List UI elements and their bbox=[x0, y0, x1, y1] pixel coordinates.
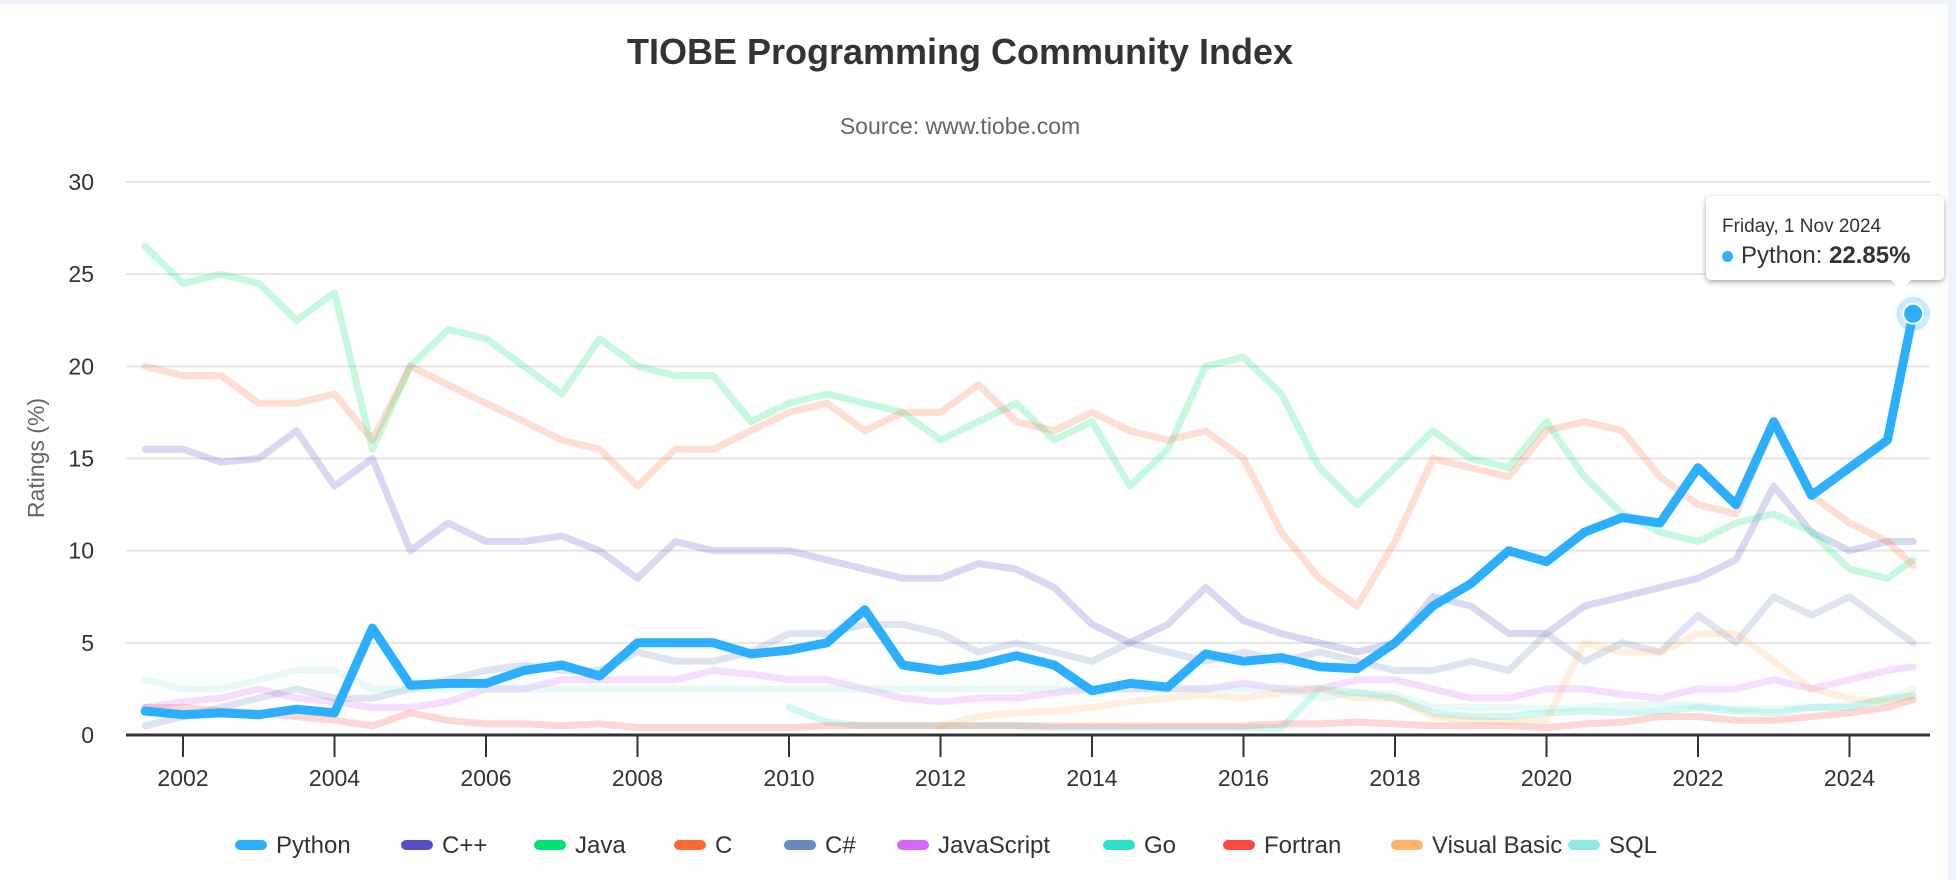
y-tick-label: 25 bbox=[68, 261, 94, 287]
legend-item-sql[interactable]: SQL bbox=[1609, 832, 1657, 859]
x-tick-label: 2006 bbox=[460, 765, 511, 791]
grid bbox=[126, 181, 1930, 644]
legend-item-java[interactable]: Java bbox=[575, 832, 626, 859]
chart-title: TIOBE Programming Community Index bbox=[627, 31, 1293, 72]
series-foreground bbox=[140, 309, 1918, 720]
x-tick-label: 2020 bbox=[1521, 765, 1572, 791]
series-line-go bbox=[785, 685, 1917, 732]
legend-item-c-[interactable]: C# bbox=[825, 832, 856, 859]
y-tick-label: 5 bbox=[81, 630, 94, 656]
tooltip: Friday, 1 Nov 2024 Python: 22.85% bbox=[1706, 196, 1944, 290]
tooltip-date: Friday, 1 Nov 2024 bbox=[1722, 216, 1882, 237]
top-border bbox=[0, 0, 1956, 4]
legend: Python C++ Java C C# JavaScript Go Fortran Visua… bbox=[235, 832, 1657, 859]
legend-item-javascript[interactable]: JavaScript bbox=[938, 832, 1050, 859]
series-line-javascript bbox=[141, 663, 1917, 711]
tooltip-arrow bbox=[1891, 280, 1911, 290]
y-tick-label: 30 bbox=[68, 169, 94, 195]
x-axis: 2002 2004 2006 2008 2010 2012 2014 2016 2018 2020… bbox=[126, 733, 1930, 791]
series-line-sql bbox=[141, 667, 1917, 713]
x-tick-label: 2016 bbox=[1218, 765, 1269, 791]
legend-item-c[interactable]: C bbox=[715, 832, 732, 859]
y-axis-label: Ratings (%) bbox=[23, 398, 49, 518]
x-tick-label: 2004 bbox=[309, 765, 360, 791]
series-line-c- bbox=[141, 427, 1917, 656]
series-line-python bbox=[140, 309, 1918, 720]
x-tick-label: 2010 bbox=[763, 765, 814, 791]
y-axis-ticks: 0 5 10 15 20 25 30 bbox=[68, 169, 94, 748]
series-line-java bbox=[141, 243, 1917, 582]
right-border bbox=[1948, 0, 1956, 880]
y-tick-label: 10 bbox=[68, 538, 94, 564]
x-tick-label: 2008 bbox=[612, 765, 663, 791]
y-tick-label: 15 bbox=[68, 446, 94, 472]
series-line-visual-basic bbox=[937, 630, 1917, 730]
hover-marker bbox=[1896, 296, 1931, 331]
legend-item-fortran[interactable]: Fortran bbox=[1264, 832, 1341, 859]
y-tick-label: 0 bbox=[81, 722, 94, 748]
legend-item-visual-basic[interactable]: Visual Basic bbox=[1432, 832, 1562, 859]
legend-item-c-[interactable]: C++ bbox=[442, 832, 487, 859]
x-tick-label: 2014 bbox=[1066, 765, 1117, 791]
tooltip-series-label: Python: bbox=[1741, 242, 1830, 269]
chart-subtitle: Source: www.tiobe.com bbox=[840, 113, 1080, 139]
tooltip-series-dot bbox=[1722, 251, 1733, 263]
series-line-fortran bbox=[141, 696, 1917, 732]
y-tick-label: 20 bbox=[68, 353, 94, 379]
x-tick-label: 2002 bbox=[157, 765, 208, 791]
series-line-c bbox=[141, 362, 1917, 610]
x-tick-label: 2024 bbox=[1824, 765, 1875, 791]
legend-item-go[interactable]: Go bbox=[1144, 832, 1176, 859]
tooltip-row: Python: 22.85% bbox=[1722, 242, 1910, 270]
x-tick-label: 2012 bbox=[915, 765, 966, 791]
legend-item-python[interactable]: Python bbox=[276, 832, 351, 859]
x-tick-label: 2022 bbox=[1672, 765, 1723, 791]
tooltip-value: 22.85% bbox=[1829, 242, 1911, 269]
x-tick-label: 2018 bbox=[1369, 765, 1420, 791]
hover-point bbox=[1902, 302, 1925, 325]
